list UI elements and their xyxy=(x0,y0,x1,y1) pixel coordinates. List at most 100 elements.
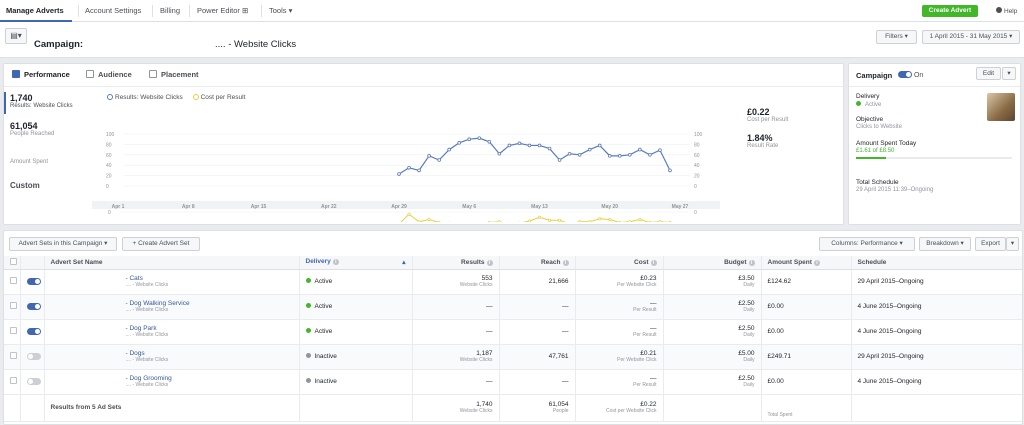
table-row[interactable]: - Cats.... - Website Clicks Active 553 Webs… xyxy=(4,269,1022,295)
breakdown-dropdown[interactable]: Breakdown ▾ xyxy=(919,237,971,251)
results-series-line xyxy=(398,137,671,175)
create-adset-button[interactable]: + Create Advert Set xyxy=(122,237,200,251)
col-header-name[interactable]: Advert Set Name xyxy=(44,256,300,270)
row-toggle-cell[interactable] xyxy=(20,369,45,395)
schedule-cell[interactable]: 29 April 2015–Ongoing xyxy=(851,344,1022,370)
table-row[interactable]: - Dog Walking Service.... - Website Clic… xyxy=(4,294,1022,320)
edit-button[interactable]: Edit xyxy=(976,67,1001,80)
row-checkbox-cell[interactable] xyxy=(4,269,21,295)
col-header-delivery[interactable]: Delivery i ▴ xyxy=(299,256,413,270)
budget-cell[interactable]: £3.50 Daily xyxy=(663,269,762,295)
tab-account-settings[interactable]: Account Settings xyxy=(85,6,142,15)
export-button[interactable]: Export xyxy=(975,237,1006,251)
info-icon[interactable]: i xyxy=(748,259,755,266)
tab-billing[interactable]: Billing xyxy=(160,6,181,15)
metric-result-rate[interactable]: 1.84% Result Rate xyxy=(747,133,778,149)
row-checkbox-cell[interactable] xyxy=(4,319,21,345)
tab-power-editor[interactable]: Power Editor ⊞ xyxy=(197,6,248,15)
adset-name-link[interactable]: - Dogs xyxy=(125,350,145,357)
tab-audience[interactable]: Audience xyxy=(86,70,132,79)
edit-menu-button[interactable]: ▾ xyxy=(1002,67,1016,80)
schedule-cell[interactable]: 4 June 2015–Ongoing xyxy=(851,369,1022,395)
filters-button[interactable]: Filters ▾ xyxy=(876,30,917,44)
tab-performance[interactable]: Performance xyxy=(12,70,70,79)
schedule-cell[interactable]: 4 June 2015–Ongoing xyxy=(851,294,1022,320)
campaign-icon-menu[interactable]: ▤▾ xyxy=(5,28,27,44)
row-checkbox[interactable] xyxy=(10,327,17,334)
info-icon[interactable]: i xyxy=(650,259,657,266)
info-icon[interactable]: i xyxy=(813,259,820,266)
export-menu-button[interactable]: ▾ xyxy=(1006,237,1019,251)
table-row[interactable]: - Dog Park.... - Website Clicks Active — — —… xyxy=(4,319,1022,345)
schedule-cell[interactable]: 29 April 2015–Ongoing xyxy=(851,269,1022,295)
cost-sub: Per Result xyxy=(633,382,657,388)
row-toggle-cell[interactable] xyxy=(20,344,45,370)
columns-dropdown[interactable]: Columns: Performance ▾ xyxy=(819,237,915,251)
custom-metric[interactable]: Custom xyxy=(10,181,40,190)
delivery-status-dot xyxy=(305,303,311,308)
tab-tools[interactable]: Tools ▾ xyxy=(269,6,292,15)
adset-name-link[interactable]: - Cats xyxy=(125,275,143,282)
info-icon[interactable]: i xyxy=(562,259,569,266)
row-toggle-cell[interactable] xyxy=(20,269,45,295)
row-toggle-cell[interactable] xyxy=(20,294,45,320)
adset-name-cell[interactable]: - Dogs.... - Website Clicks xyxy=(44,344,300,370)
row-checkbox[interactable] xyxy=(10,352,17,359)
metric-reach[interactable]: 61,054 People Reached xyxy=(10,121,54,137)
col-header-reach[interactable]: Reach i xyxy=(499,256,576,270)
y-tick-label-left: 80 xyxy=(106,142,112,148)
metric-cost-per-result[interactable]: £0.22 Cost per Result xyxy=(747,107,788,123)
budget-cell[interactable]: £5.00 Daily xyxy=(663,344,762,370)
select-all-checkbox-cell[interactable] xyxy=(4,256,21,270)
adset-name-link[interactable]: - Dog Grooming xyxy=(125,375,172,382)
row-checkbox[interactable] xyxy=(10,302,17,309)
col-header-schedule[interactable]: Schedule xyxy=(851,256,1022,270)
date-range-picker[interactable]: 1 April 2015 - 31 May 2015 ▾ xyxy=(922,30,1020,44)
metric-spent[interactable]: Amount Spent xyxy=(10,159,48,165)
col-header-results[interactable]: Results i xyxy=(412,256,500,270)
adset-name-cell[interactable]: - Dog Grooming.... - Website Clicks xyxy=(44,369,300,395)
schedule-cell[interactable]: 4 June 2015–Ongoing xyxy=(851,319,1022,345)
adset-toggle[interactable] xyxy=(26,352,41,360)
tab-manage-adverts[interactable]: Manage Adverts xyxy=(6,6,64,15)
adset-toggle[interactable] xyxy=(26,327,41,335)
row-checkbox-cell[interactable] xyxy=(4,369,21,395)
row-checkbox-cell[interactable] xyxy=(4,344,21,370)
budget-cell[interactable]: £2.50 Daily xyxy=(663,369,762,395)
col-header-cost[interactable]: Cost i xyxy=(575,256,664,270)
delivery-cell: Inactive xyxy=(299,369,413,395)
adset-toggle[interactable] xyxy=(26,277,41,285)
budget-cell[interactable]: £2.50 Daily xyxy=(663,294,762,320)
cost-sub: Per Website Click xyxy=(617,282,657,288)
col-header-spent[interactable]: Amount Spent i xyxy=(761,256,852,270)
adset-name-cell[interactable]: - Dog Park.... - Website Clicks xyxy=(44,319,300,345)
row-checkbox[interactable] xyxy=(10,377,17,384)
tab-placement[interactable]: Placement xyxy=(149,70,199,79)
results-data-point xyxy=(668,168,672,173)
legend-results[interactable]: Results: Website Clicks xyxy=(107,94,183,101)
campaign-status-toggle[interactable]: On xyxy=(898,71,923,79)
budget-cell[interactable]: £2.50 Daily xyxy=(663,319,762,345)
row-checkbox-cell[interactable] xyxy=(4,294,21,320)
adset-name-link[interactable]: - Dog Park xyxy=(125,325,157,332)
table-row[interactable]: - Dogs.... - Website Clicks Inactive 1,187… xyxy=(4,344,1022,370)
legend-cost[interactable]: Cost per Result xyxy=(192,94,245,101)
metric-results[interactable]: 1,740 Results: Website Clicks xyxy=(10,93,73,109)
select-all-checkbox[interactable] xyxy=(10,257,17,265)
info-icon[interactable]: i xyxy=(332,259,339,266)
adset-name-cell[interactable]: - Dog Walking Service.... - Website Clic… xyxy=(44,294,300,320)
info-icon[interactable]: i xyxy=(486,259,493,266)
adset-toggle[interactable] xyxy=(26,377,41,385)
adset-name-cell[interactable]: - Cats.... - Website Clicks xyxy=(44,269,300,295)
row-toggle-cell[interactable] xyxy=(20,319,45,345)
divider xyxy=(261,5,262,17)
table-row[interactable]: - Dog Grooming.... - Website Clicks Inact… xyxy=(4,369,1022,395)
row-checkbox[interactable] xyxy=(10,277,17,284)
advert-thumbnail[interactable] xyxy=(987,93,1015,121)
adset-name-link[interactable]: - Dog Walking Service xyxy=(125,300,190,307)
col-header-budget[interactable]: Budget i xyxy=(663,256,762,270)
adset-toggle[interactable] xyxy=(26,302,41,310)
help-link[interactable]: Help xyxy=(996,7,1017,15)
create-advert-button[interactable]: Create Advert xyxy=(922,5,978,17)
adsets-dropdown[interactable]: Advert Sets in this Campaign ▾ xyxy=(9,237,117,251)
